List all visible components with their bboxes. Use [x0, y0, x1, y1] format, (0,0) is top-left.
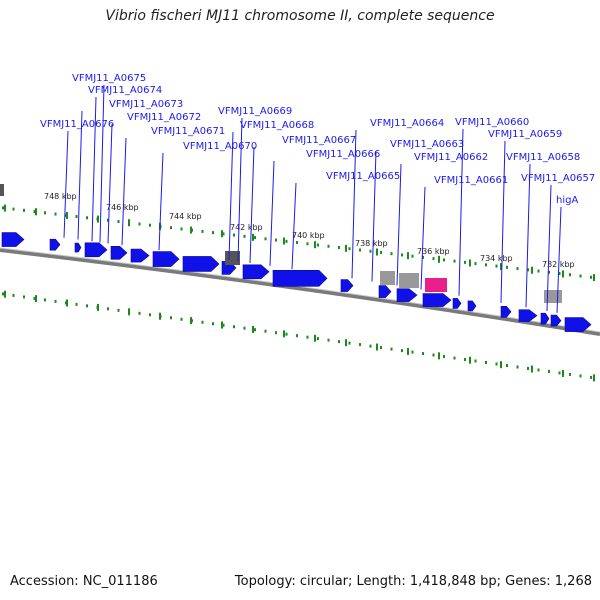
upper-scale-ruler — [2, 204, 595, 282]
gene-label[interactable]: VFMJ11_A0666 — [306, 149, 380, 160]
gene-feature[interactable] — [396, 288, 418, 302]
feature-track — [0, 184, 592, 332]
gene-label[interactable]: VFMJ11_A0671 — [151, 126, 225, 137]
leader-line — [91, 96, 97, 242]
leader-line — [525, 163, 531, 308]
leader-line — [396, 163, 402, 286]
gene-label[interactable]: VFMJ11_A0664 — [370, 118, 444, 129]
gene-label[interactable]: VFMJ11_A0667 — [282, 135, 356, 146]
kbp-label-group: 748 kbp 746 kbp 744 kbp 742 kbp 740 kbp 738 k… — [44, 192, 575, 269]
gene-feature[interactable] — [84, 242, 108, 258]
gene-feature[interactable] — [467, 300, 477, 312]
feature-box[interactable] — [399, 273, 419, 288]
gene-feature[interactable] — [49, 238, 61, 251]
chromosome-backbone — [0, 248, 600, 336]
gene-label[interactable]: VFMJ11_A0661 — [434, 175, 508, 186]
kbp-label: 738 kbp — [355, 239, 388, 248]
gene-feature[interactable] — [422, 293, 452, 307]
gene-label[interactable]: VFMJ11_A0672 — [127, 112, 201, 123]
leader-line — [228, 131, 234, 260]
feature-box[interactable] — [544, 290, 562, 303]
leader-line — [237, 117, 243, 262]
leader-line — [63, 130, 69, 238]
feature-box[interactable] — [380, 271, 395, 285]
gene-feature[interactable] — [182, 256, 220, 272]
feature-box[interactable] — [425, 278, 447, 292]
accession-text: Accession: NC_011186 — [10, 574, 158, 589]
label-leader-lines — [63, 84, 562, 313]
leader-line — [249, 146, 255, 263]
gene-feature[interactable] — [152, 251, 180, 267]
gene-feature[interactable] — [242, 264, 270, 280]
kbp-label: 736 kbp — [417, 247, 450, 256]
kbp-label: 734 kbp — [480, 254, 513, 263]
kbp-label: 744 kbp — [169, 212, 202, 221]
kbp-label: 732 kbp — [542, 260, 575, 269]
gene-label[interactable]: VFMJ11_A0669 — [218, 106, 292, 117]
gene-label[interactable]: VFMJ11_A0668 — [240, 120, 314, 131]
gene-label[interactable]: VFMJ11_A0660 — [455, 117, 529, 128]
gene-label[interactable]: VFMJ11_A0674 — [88, 85, 162, 96]
gene-feature[interactable] — [452, 298, 462, 309]
gene-label[interactable]: VFMJ11_A0663 — [390, 139, 464, 150]
gene-label[interactable]: VFMJ11_A0662 — [414, 152, 488, 163]
gene-label[interactable]: higA — [556, 195, 578, 206]
gene-feature[interactable] — [130, 248, 150, 263]
leader-line — [121, 137, 127, 246]
gene-feature[interactable] — [540, 312, 550, 325]
leader-line — [99, 84, 105, 243]
leader-line — [500, 140, 506, 303]
gene-label[interactable]: VFMJ11_A0658 — [506, 152, 580, 163]
kbp-label: 742 kbp — [230, 223, 263, 232]
gene-feature[interactable] — [272, 270, 328, 287]
gene-feature[interactable] — [500, 305, 512, 318]
leader-line — [351, 129, 357, 279]
summary-text: Topology: circular; Length: 1,418,848 bp… — [234, 574, 592, 589]
leader-line — [556, 206, 562, 313]
gene-feature[interactable] — [340, 279, 354, 292]
map-title: Vibrio fischeri MJ11 chromosome II, comp… — [105, 8, 495, 24]
gene-feature[interactable] — [564, 317, 592, 332]
leader-line — [546, 184, 552, 312]
leader-line — [107, 123, 113, 244]
gene-feature[interactable] — [550, 314, 562, 327]
gene-label[interactable]: VFMJ11_A0675 — [72, 73, 146, 84]
leader-line — [269, 160, 275, 266]
gene-label[interactable]: VFMJ11_A0659 — [488, 129, 562, 140]
lower-scale-ruler — [2, 290, 595, 382]
gene-label[interactable]: VFMJ11_A0670 — [183, 141, 257, 152]
leader-line — [458, 128, 464, 296]
kbp-label: 748 kbp — [44, 192, 77, 201]
gene-label[interactable]: VFMJ11_A0676 — [40, 119, 114, 130]
gene-feature[interactable] — [74, 242, 82, 253]
leader-line — [77, 110, 83, 240]
leader-line — [158, 152, 164, 251]
gene-feature[interactable] — [378, 285, 392, 298]
leader-line — [291, 182, 297, 270]
gene-label[interactable]: VFMJ11_A0657 — [521, 173, 595, 184]
leader-line — [420, 186, 426, 290]
feature-box[interactable] — [0, 184, 4, 196]
gene-feature[interactable] — [1, 232, 25, 247]
gene-feature[interactable] — [518, 309, 538, 322]
gene-label[interactable]: VFMJ11_A0665 — [326, 171, 400, 182]
leader-line — [371, 150, 377, 282]
gene-label[interactable]: VFMJ11_A0673 — [109, 99, 183, 110]
gene-feature[interactable] — [110, 246, 128, 260]
kbp-label: 746 kbp — [106, 203, 139, 212]
kbp-label: 740 kbp — [292, 231, 325, 240]
